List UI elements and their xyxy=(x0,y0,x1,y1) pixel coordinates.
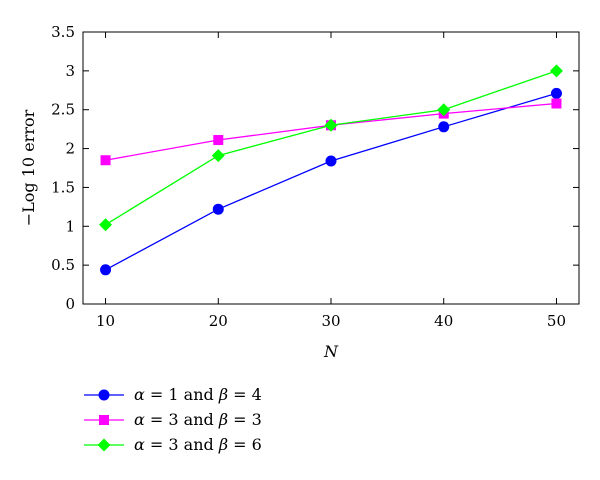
data-point xyxy=(325,155,337,167)
data-point xyxy=(211,149,225,163)
x-tick-label: 40 xyxy=(434,312,453,330)
legend-marker xyxy=(99,415,109,425)
x-tick-label: 20 xyxy=(209,312,228,330)
legend-marker xyxy=(98,389,110,401)
legend-item: α = 1 and β = 4 xyxy=(84,385,262,404)
data-point xyxy=(550,87,562,99)
data-point xyxy=(438,121,450,133)
y-tick-label: 1 xyxy=(65,217,75,235)
series-2 xyxy=(100,98,562,166)
data-point xyxy=(100,264,112,276)
data-point xyxy=(324,118,338,132)
data-point xyxy=(100,155,111,166)
x-tick-label: 50 xyxy=(547,312,566,330)
axes xyxy=(82,31,580,305)
series-3 xyxy=(99,64,563,232)
legend-marker xyxy=(97,438,111,452)
series-line xyxy=(105,102,557,161)
series-group xyxy=(99,64,563,276)
legend-label: α = 3 and β = 6 xyxy=(134,435,262,454)
series-1 xyxy=(100,87,562,276)
data-point xyxy=(437,103,451,117)
data-point xyxy=(213,135,224,146)
y-tick-label: 1.5 xyxy=(51,178,75,196)
x-tick-label: 30 xyxy=(321,312,340,330)
legend-label: α = 3 and β = 3 xyxy=(134,410,262,429)
y-tick-label: 2.5 xyxy=(51,101,75,119)
y-ticks: 0 0.5 1 1.5 2 2.5 3 3.5 xyxy=(51,23,579,313)
data-point xyxy=(549,64,563,78)
plot-frame xyxy=(82,31,580,305)
data-point xyxy=(551,98,562,109)
legend-item: α = 3 and β = 3 xyxy=(84,410,262,429)
y-tick-label: 2 xyxy=(65,140,75,158)
legend: α = 1 and β = 4 α = 3 and β = 3 α = 3 and … xyxy=(84,385,262,454)
x-axis-label: N xyxy=(323,342,339,361)
x-tick-label: 10 xyxy=(96,312,115,330)
y-tick-label: 3.5 xyxy=(51,23,75,41)
data-point xyxy=(99,218,113,232)
y-tick-label: 3 xyxy=(65,62,75,80)
data-point xyxy=(212,203,224,215)
x-ticks: 10 20 30 40 50 xyxy=(96,32,566,330)
y-axis-label: −Log 10 error xyxy=(19,109,38,226)
legend-label: α = 1 and β = 4 xyxy=(134,385,262,404)
y-tick-label: 0 xyxy=(65,295,75,313)
legend-item: α = 3 and β = 6 xyxy=(84,435,262,454)
y-tick-label: 0.5 xyxy=(51,256,75,274)
